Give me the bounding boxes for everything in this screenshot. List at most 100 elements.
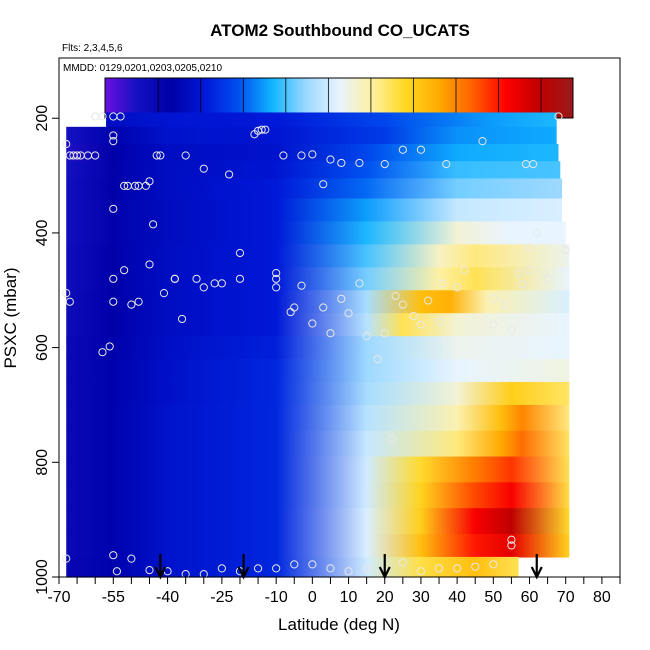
sample-point	[337, 158, 346, 168]
sample-point	[109, 137, 118, 146]
heatmap-band	[66, 161, 561, 180]
sample-point	[120, 181, 129, 190]
sample-points	[62, 112, 570, 579]
sample-point	[286, 307, 295, 317]
heatmap-band	[66, 144, 559, 162]
heatmap-band	[66, 244, 570, 268]
sample-point	[109, 274, 118, 283]
sample-point	[434, 317, 444, 326]
sample-point	[398, 145, 407, 154]
sample-point	[91, 112, 100, 121]
sample-point	[272, 283, 281, 292]
x-tick-label: -40	[156, 589, 179, 606]
sample-point	[98, 348, 107, 357]
sample-point	[344, 567, 353, 576]
sample-point	[308, 150, 317, 159]
sample-point	[442, 159, 451, 169]
sample-point	[177, 314, 187, 324]
sample-point	[272, 274, 281, 283]
sample-point	[471, 562, 480, 571]
y-tick-label: 600	[34, 334, 51, 361]
x-tick-label: 50	[484, 589, 502, 606]
sample-point	[373, 354, 382, 364]
y-tick-label: 1000	[34, 559, 51, 595]
sample-point	[109, 297, 118, 306]
sample-point	[416, 145, 426, 154]
sample-point	[514, 268, 523, 278]
heatmap-band	[66, 267, 570, 291]
heatmap-band	[66, 404, 570, 432]
sample-point	[199, 283, 208, 292]
sample-point	[217, 564, 226, 573]
heatmap-band	[66, 290, 570, 314]
x-tick-label: 60	[521, 589, 539, 606]
sample-point	[319, 180, 328, 189]
heatmap-band	[66, 508, 570, 535]
y-axis-label: PSXC (mbar)	[1, 267, 20, 368]
sample-point	[235, 248, 245, 258]
sample-point	[391, 291, 400, 301]
sample-point	[424, 296, 433, 305]
sample-point	[525, 266, 534, 275]
heatmap-band	[66, 126, 557, 145]
sample-point	[149, 220, 158, 229]
sample-point	[62, 289, 71, 298]
heatmap-band	[66, 456, 570, 483]
x-tick-label: -70	[47, 589, 70, 606]
sample-point	[62, 139, 71, 149]
sample-point	[145, 177, 154, 186]
sample-point	[561, 246, 570, 255]
heatmap-band	[66, 178, 563, 200]
x-tick-label: 40	[448, 589, 466, 606]
sample-point	[380, 159, 389, 169]
sample-point	[109, 551, 118, 560]
dates-label: MMDD: 0129,0201,0203,0205,0210	[63, 63, 222, 74]
sample-point	[199, 164, 208, 173]
sample-point	[529, 159, 538, 169]
sample-point	[109, 204, 118, 213]
colorbar-gradient	[104, 77, 574, 119]
x-tick-label: 70	[557, 589, 575, 606]
sample-point	[145, 566, 154, 575]
sample-point	[518, 280, 527, 289]
sample-point	[438, 279, 447, 288]
heatmap-band	[66, 221, 566, 245]
sample-point	[170, 274, 179, 283]
sample-point	[112, 567, 122, 576]
heatmap-band	[66, 198, 563, 223]
sample-point	[416, 567, 426, 576]
sample-point	[525, 243, 534, 252]
sample-point	[489, 560, 498, 569]
sample-point	[460, 266, 469, 275]
sample-point	[261, 125, 270, 134]
x-tick-label: -25	[210, 589, 233, 606]
y-axis: 200 400 600 800 1000	[34, 105, 59, 595]
x-tick-label: 10	[340, 589, 358, 606]
sample-point	[152, 151, 161, 160]
sample-point	[297, 281, 306, 290]
sample-point	[308, 319, 317, 328]
plot-frame	[58, 57, 621, 578]
sample-point	[489, 294, 498, 303]
sample-point	[62, 554, 71, 563]
sample-point	[355, 158, 364, 168]
x-tick-label: 80	[593, 589, 611, 606]
sample-point	[65, 297, 74, 306]
sample-point	[272, 564, 281, 573]
x-axis: -70 -55 -40 -25 -10 0 10 20 30 40 50 60 70 80	[47, 577, 621, 606]
sample-point	[500, 300, 509, 309]
sample-point	[478, 137, 487, 146]
sample-point	[507, 535, 516, 544]
sample-point	[127, 300, 136, 309]
sample-point	[507, 541, 516, 550]
sample-point	[380, 329, 389, 338]
sample-point	[257, 125, 266, 134]
x-tick-label: 20	[376, 589, 394, 606]
y-tick-label: 400	[34, 219, 51, 246]
sample-point	[398, 558, 407, 567]
sample-point	[272, 268, 281, 278]
sample-point	[297, 151, 306, 160]
sample-point	[543, 274, 552, 283]
x-tick-label: -10	[265, 589, 288, 606]
